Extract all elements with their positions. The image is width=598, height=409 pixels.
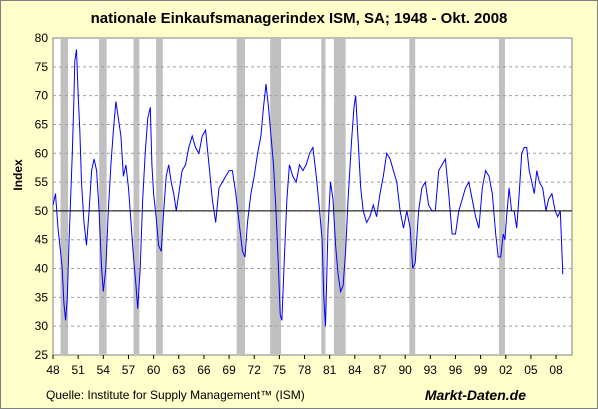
x-tick-label: 05 <box>524 363 538 377</box>
x-tick-label: 81 <box>323 363 337 377</box>
y-tick-label: 75 <box>35 60 49 74</box>
x-tick-label: 87 <box>373 363 387 377</box>
x-tick-label: 84 <box>348 363 362 377</box>
x-tick-label: 69 <box>222 363 236 377</box>
recession-band <box>99 39 107 354</box>
y-tick-label: 55 <box>35 175 49 189</box>
recession-band <box>333 39 346 354</box>
x-tick-label: 54 <box>97 363 111 377</box>
y-tick-label: 40 <box>35 262 49 276</box>
source-note: Quelle: Institute for Supply Management™… <box>46 388 305 402</box>
y-tick-label: 30 <box>35 319 49 333</box>
series-layer <box>52 49 564 327</box>
x-tick-label: 78 <box>298 363 312 377</box>
y-tick-label: 35 <box>35 290 49 304</box>
y-tick-label: 65 <box>35 117 49 131</box>
series-line <box>52 49 564 327</box>
recession-band <box>321 39 326 354</box>
plot-area <box>52 37 573 356</box>
x-tick-label: 63 <box>172 363 186 377</box>
y-tick-label: 50 <box>35 204 49 218</box>
x-tick-labels: 48 51 54 57 60 63 66 69 72 75 78 81 84 87 90 93 96 99 02 05… <box>46 355 563 377</box>
x-tick-label: 96 <box>449 363 463 377</box>
x-tick-label: 60 <box>147 363 161 377</box>
x-tick-label: 66 <box>197 363 211 377</box>
recession-band <box>60 39 69 354</box>
chart-title: nationale Einkaufsmanagerindex ISM, SA; … <box>90 10 508 27</box>
y-tick-label: 25 <box>35 348 49 362</box>
recession-band <box>409 39 416 354</box>
recession-band <box>133 39 140 354</box>
y-tick-label: 80 <box>35 31 49 45</box>
y-tick-label: 70 <box>35 89 49 103</box>
y-tick-label: 60 <box>35 146 49 160</box>
recession-band <box>499 39 505 354</box>
x-tick-label: 72 <box>248 363 262 377</box>
x-tick-label: 48 <box>46 363 60 377</box>
x-tick-label: 99 <box>474 363 488 377</box>
y-tick-labels: 25 30 35 40 45 50 55 60 65 70 75 80 <box>35 31 49 362</box>
x-tick-label: 57 <box>122 363 136 377</box>
x-tick-label: 90 <box>398 363 412 377</box>
brand-logo: Markt-Daten.de <box>424 387 526 403</box>
x-tick-label: 08 <box>549 363 563 377</box>
recession-band <box>236 39 246 354</box>
recession-band <box>156 39 163 354</box>
x-tick-label: 93 <box>424 363 438 377</box>
x-tick-label: 75 <box>273 363 287 377</box>
x-tick-label: 02 <box>499 363 513 377</box>
y-tick-label: 45 <box>35 233 49 247</box>
x-tick-label: 51 <box>71 363 85 377</box>
